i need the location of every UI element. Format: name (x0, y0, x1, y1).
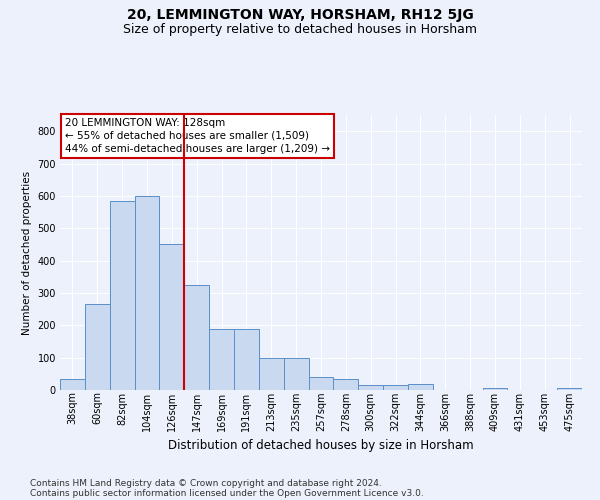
Bar (259, 358, 284, 390)
Bar (134, 196, 160, 390)
Bar (284, 358, 308, 390)
Bar (85, 304, 110, 390)
Bar (60, 378, 85, 390)
Y-axis label: Number of detached properties: Number of detached properties (22, 170, 32, 334)
Bar (482, 388, 508, 390)
Text: 20, LEMMINGTON WAY, HORSHAM, RH12 5JG: 20, LEMMINGTON WAY, HORSHAM, RH12 5JG (127, 8, 473, 22)
X-axis label: Distribution of detached houses by size in Horsham: Distribution of detached houses by size … (168, 439, 474, 452)
Bar (209, 328, 234, 390)
Bar (358, 385, 383, 390)
Bar (234, 328, 259, 390)
Bar (110, 200, 134, 390)
Bar (160, 244, 184, 390)
Text: Contains HM Land Registry data © Crown copyright and database right 2024.: Contains HM Land Registry data © Crown c… (30, 478, 382, 488)
Bar (308, 377, 334, 390)
Text: Size of property relative to detached houses in Horsham: Size of property relative to detached ho… (123, 22, 477, 36)
Bar (557, 388, 582, 390)
Bar (334, 378, 358, 390)
Bar (408, 384, 433, 390)
Text: Contains public sector information licensed under the Open Government Licence v3: Contains public sector information licen… (30, 488, 424, 498)
Bar (383, 385, 408, 390)
Text: 20 LEMMINGTON WAY: 128sqm
← 55% of detached houses are smaller (1,509)
44% of se: 20 LEMMINGTON WAY: 128sqm ← 55% of detac… (65, 118, 330, 154)
Bar (184, 285, 209, 390)
